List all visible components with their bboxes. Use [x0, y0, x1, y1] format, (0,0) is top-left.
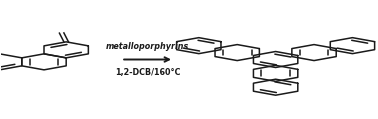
Text: metalloporphyrins: metalloporphyrins [106, 42, 189, 51]
Text: 1,2-DCB/160°C: 1,2-DCB/160°C [115, 68, 180, 77]
